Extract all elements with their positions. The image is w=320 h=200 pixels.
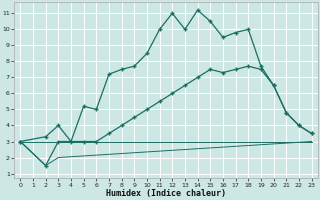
- X-axis label: Humidex (Indice chaleur): Humidex (Indice chaleur): [106, 189, 226, 198]
